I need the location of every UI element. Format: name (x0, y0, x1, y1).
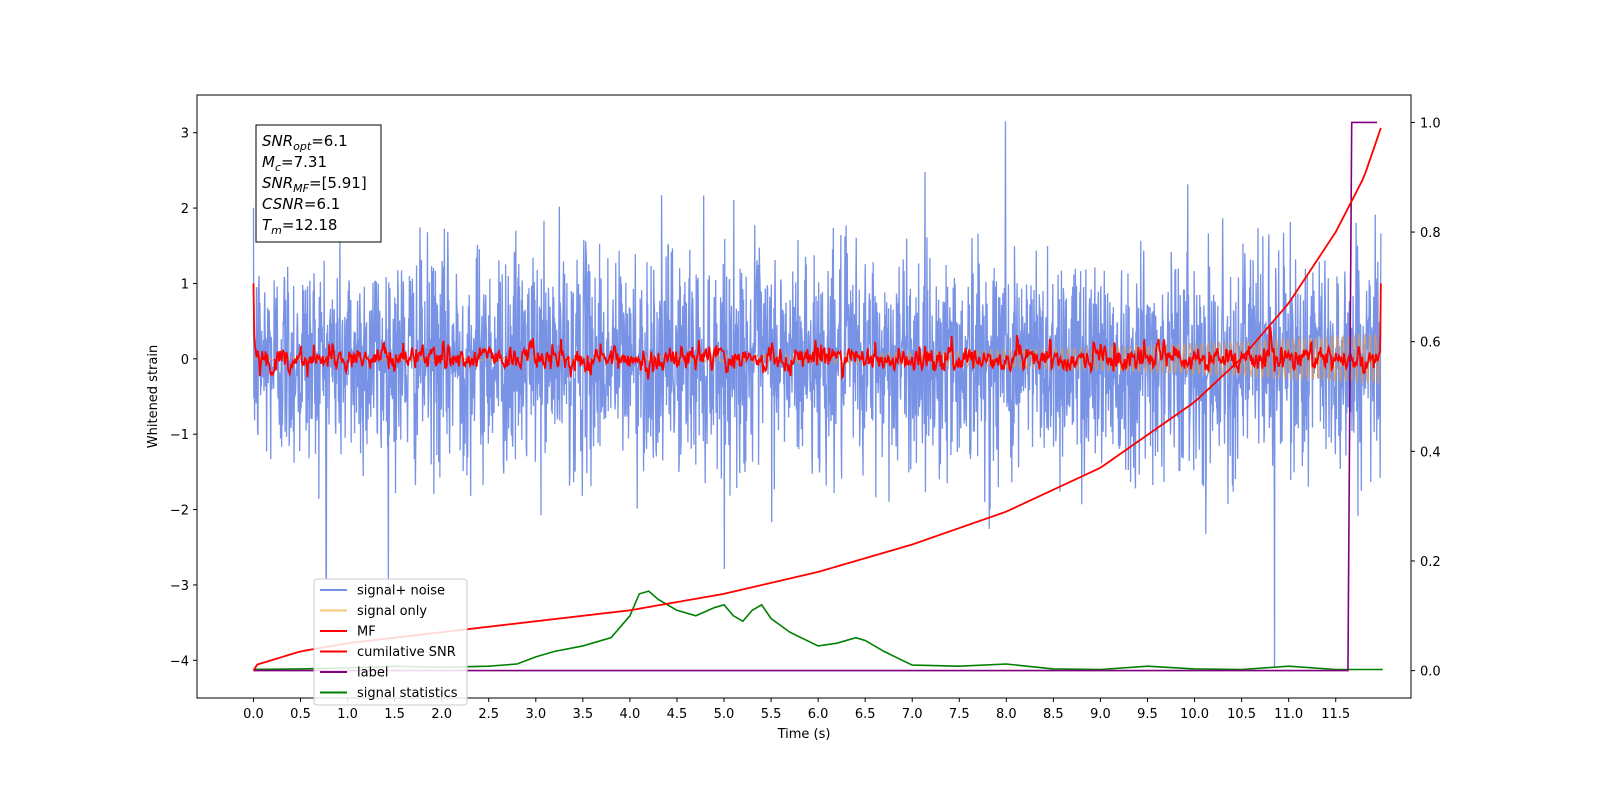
signal-noise-series (252, 121, 1382, 668)
x-tick-label: 10.0 (1180, 707, 1209, 722)
x-tick-label: 6.5 (855, 707, 876, 722)
x-tick-label: 2.5 (478, 707, 499, 722)
info-line: SNRMF=[5.91] (262, 174, 367, 195)
plot-frame (196, 94, 1412, 699)
x-tick-label: 3.0 (525, 707, 546, 722)
right-y-tick-label: 0.0 (1420, 665, 1441, 680)
x-tick-label: 1.5 (384, 707, 405, 722)
y-tick-label: −2 (170, 504, 189, 519)
right-y-tick-label: 0.2 (1420, 555, 1441, 570)
y-tick-label: 1 (181, 277, 189, 292)
mf-series (252, 283, 1382, 381)
x-tick-label: 4.5 (667, 707, 688, 722)
legend-label: signal only (357, 604, 427, 619)
x-tick-label: 2.0 (431, 707, 452, 722)
y-tick-label: −1 (170, 428, 189, 443)
right-y-tick-label: 1.0 (1420, 116, 1441, 131)
legend: signal+ noise signal only MF cumilative SNR… (313, 578, 468, 706)
y-axis-label: Whitened strain (146, 345, 161, 448)
x-tick-label: 6.0 (808, 707, 829, 722)
right-y-tick-label: 0.4 (1420, 445, 1441, 460)
x-tick-label: 5.0 (714, 707, 735, 722)
info-box-frame (255, 124, 382, 243)
x-tick-label: 8.0 (996, 707, 1017, 722)
right-y-axis-ticks: 1.0 0.8 0.6 0.4 0.2 0.0 (1411, 116, 1441, 680)
x-axis-label: Time (s) (777, 727, 831, 742)
x-tick-label: 5.5 (761, 707, 782, 722)
legend-frame (313, 578, 468, 706)
x-tick-label: 11.0 (1274, 707, 1303, 722)
x-tick-label: 3.5 (573, 707, 594, 722)
y-tick-label: 0 (181, 353, 189, 368)
y-axis-ticks: 3 2 1 0 −1 −2 −3 −4 (170, 127, 197, 669)
x-tick-label: 4.0 (620, 707, 641, 722)
legend-label: cumilative SNR (357, 645, 456, 660)
x-tick-label: 8.5 (1043, 707, 1064, 722)
legend-label: signal statistics (357, 686, 458, 701)
right-y-tick-label: 0.6 (1420, 336, 1441, 351)
info-line: Tm=12.18 (262, 216, 337, 237)
x-tick-label: 7.5 (949, 707, 970, 722)
y-tick-label: 3 (181, 127, 189, 142)
y-tick-label: −3 (170, 579, 189, 594)
info-line: CSNR=6.1 (262, 195, 340, 213)
signal-statistics-line (253, 590, 1383, 671)
y-tick-label: −4 (170, 654, 189, 669)
x-tick-label: 9.0 (1090, 707, 1111, 722)
legend-label: signal+ noise (357, 584, 445, 599)
x-tick-label: 9.5 (1137, 707, 1158, 722)
x-tick-label: 0.0 (243, 707, 264, 722)
info-line: SNRopt=6.1 (262, 132, 348, 153)
x-tick-label: 10.5 (1227, 707, 1256, 722)
legend-label: label (357, 666, 388, 681)
x-tick-label: 1.0 (337, 707, 358, 722)
mf-line (252, 283, 1382, 381)
y-tick-label: 2 (181, 202, 189, 217)
x-axis-ticks: 0.0 0.5 1.0 1.5 2.0 2.5 3.0 3.5 4.0 4.5 5.0 5.5 6.0 6… (243, 698, 1350, 722)
x-tick-label: 0.5 (290, 707, 311, 722)
legend-label: MF (357, 625, 376, 640)
label-line (253, 121, 1378, 672)
x-tick-label: 11.5 (1321, 707, 1350, 722)
x-tick-label: 7.0 (902, 707, 923, 722)
info-line: Mc=7.31 (262, 153, 327, 174)
right-y-tick-label: 0.8 (1420, 226, 1441, 241)
signal-noise-line (252, 121, 1382, 668)
